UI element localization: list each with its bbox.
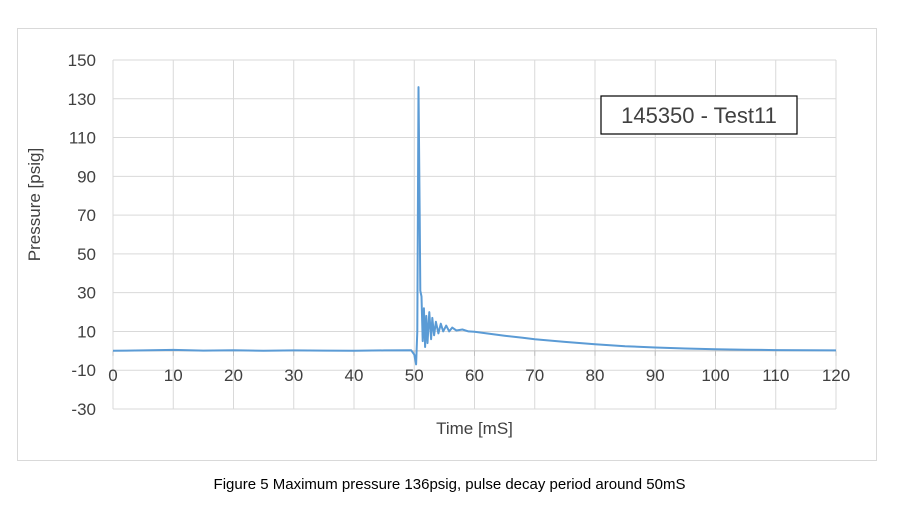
- y-tick-label: 90: [77, 167, 96, 186]
- y-tick-label: 70: [77, 206, 96, 225]
- figure-caption: Figure 5 Maximum pressure 136psig, pulse…: [213, 476, 686, 493]
- x-tick-label: 60: [465, 366, 484, 385]
- x-tick-label: 10: [164, 366, 183, 385]
- x-tick-label: 90: [646, 366, 665, 385]
- x-tick-label: 0: [108, 366, 117, 385]
- x-tick-label: 110: [762, 366, 789, 385]
- annotation-label: 145350 - Test11: [621, 103, 777, 128]
- x-tick-label: 120: [822, 366, 850, 385]
- x-tick-label: 20: [224, 366, 243, 385]
- x-tick-label: 70: [525, 366, 544, 385]
- y-tick-label: 30: [77, 284, 96, 303]
- y-tick-label: 150: [68, 51, 96, 70]
- x-tick-label: 30: [284, 366, 303, 385]
- x-axis-title: Time [mS]: [436, 419, 513, 438]
- y-tick-label: -10: [71, 361, 96, 380]
- x-tick-label: 100: [701, 366, 729, 385]
- pressure-chart: -30 -10 10 30 50 70 90 110 130 150 0 10 20 30 40 50 60 70…: [25, 51, 850, 438]
- x-tick-label: 40: [345, 366, 364, 385]
- y-tick-label: 130: [68, 90, 96, 109]
- x-tick-label: 50: [405, 366, 424, 385]
- y-axis-title: Pressure [psig]: [25, 148, 44, 261]
- series-layer: [112, 86, 837, 366]
- annotation-rect: [600, 95, 798, 135]
- annotation-box: 145350 - Test11: [600, 95, 798, 135]
- label-layer: -30 -10 10 30 50 70 90 110 130 150 0 10 20 30 40 50 60 70…: [25, 51, 850, 438]
- pressure-line: [112, 86, 837, 366]
- y-tick-label: -30: [71, 400, 96, 419]
- chart-frame: -30 -10 10 30 50 70 90 110 130 150 0 10 20 30 40 50 60 70…: [17, 28, 877, 461]
- y-tick-label: 10: [77, 322, 96, 341]
- y-tick-label: 110: [69, 129, 96, 148]
- x-tick-label: 80: [586, 366, 605, 385]
- y-tick-label: 50: [77, 245, 96, 264]
